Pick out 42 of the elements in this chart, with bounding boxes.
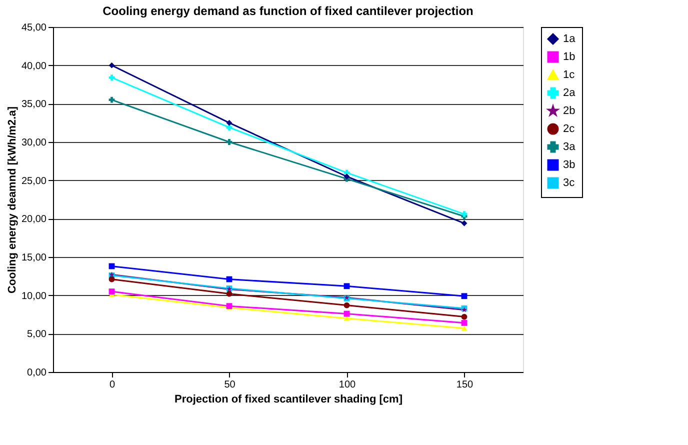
chart-title: Cooling energy demand as function of fixed cantilever projection: [102, 4, 474, 18]
point: [226, 120, 232, 126]
y-tick-label: 25,00: [21, 176, 47, 187]
y-tick-label: 40,00: [21, 60, 47, 72]
point: [226, 290, 232, 297]
point: [344, 283, 350, 290]
point: [461, 293, 468, 300]
y-tick-label: 35,00: [21, 99, 47, 110]
y-tick-label: 10,00: [21, 290, 47, 302]
y-tick-label: 20,00: [21, 214, 47, 226]
legend-label: 1a: [563, 33, 576, 45]
point: [344, 174, 350, 180]
point: [108, 288, 115, 294]
point: [108, 276, 115, 282]
x-tick-label: 50: [224, 380, 236, 390]
legend-label: 2a: [563, 87, 576, 99]
y-tick-label: 5,00: [27, 329, 47, 340]
point: [226, 139, 232, 145]
point: [108, 96, 115, 103]
point: [461, 320, 468, 326]
x-tick-label: 0: [109, 380, 116, 390]
point: [108, 74, 115, 81]
point: [461, 314, 468, 320]
y-axis-title: Cooling energy deamnd [kWh/m2.a]: [6, 106, 18, 294]
legend-label: 1b: [563, 51, 576, 63]
point: [108, 62, 115, 68]
point: [461, 326, 468, 331]
x-axis-title: Projection of fixed scantilever shading [cm]: [174, 394, 403, 406]
y-tick-label: 15,00: [21, 252, 47, 264]
x-tick-label: 150: [456, 380, 474, 390]
legend-label: 1c: [563, 69, 576, 81]
legend-label: 3c: [563, 177, 576, 189]
y-tick-label: 30,00: [21, 138, 47, 148]
legend-label: 3a: [563, 141, 576, 153]
point: [344, 302, 350, 308]
y-tick-label: 45,00: [21, 22, 47, 34]
legend-label: 2c: [563, 123, 576, 135]
legend-label: 2b: [563, 105, 576, 117]
y-tick-label: 0,00: [27, 368, 47, 378]
legend-label: 3b: [563, 159, 576, 171]
x-tick-label: 100: [338, 380, 356, 390]
point: [108, 263, 115, 270]
